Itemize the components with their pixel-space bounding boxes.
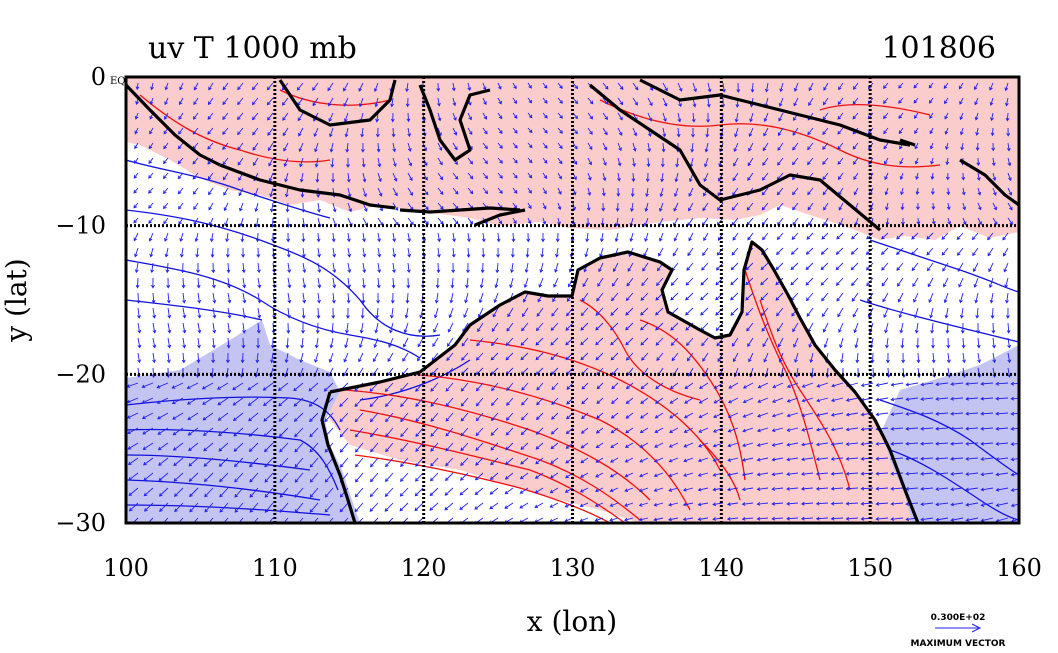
coast-sumatra — [126, 83, 221, 167]
y-axis-label: y (lat) — [0, 258, 33, 342]
vector-legend: 0.300E+02 MAXIMUM VECTOR — [910, 613, 1005, 649]
y-tick-labels: 0 −10 −20 −30 — [55, 63, 106, 537]
cool-region-east — [882, 345, 1019, 523]
coast-new-guinea-north — [639, 78, 911, 147]
x-tick-label: 100 — [103, 554, 149, 582]
vector-legend-value: 0.300E+02 — [931, 613, 986, 623]
coast-new-guinea — [588, 83, 882, 232]
y-tick-suffix: EQ — [110, 76, 126, 87]
x-tick-label: 110 — [252, 554, 298, 582]
x-tick-label: 140 — [698, 554, 744, 582]
chart-title: uv T 1000 mb — [148, 31, 357, 66]
x-tick-label: 120 — [401, 554, 447, 582]
coastlines — [126, 78, 1019, 523]
coast-sulawesi — [418, 84, 491, 162]
vector-legend-label: MAXIMUM VECTOR — [910, 639, 1005, 649]
plot-frame — [124, 75, 1021, 525]
coast-islands-small — [899, 138, 916, 147]
x-tick-label: 150 — [847, 554, 893, 582]
x-axis-label: x (lon) — [527, 605, 617, 638]
vector-legend-arrowhead — [971, 623, 982, 633]
coast-australia — [329, 240, 920, 523]
gridlines — [126, 77, 1019, 523]
wind-vector-arrows — [126, 82, 1019, 523]
coast-lesser-sunda — [399, 206, 521, 214]
wind-vectors — [126, 82, 1019, 523]
y-tick-label: −10 — [55, 212, 106, 240]
y-tick-label: −30 — [55, 509, 106, 537]
chart-date: 101806 — [881, 31, 996, 66]
y-tick-label: 0 — [91, 63, 106, 91]
y-tick-label: −20 — [55, 360, 106, 388]
coast-timor — [474, 208, 526, 227]
coast-australia-west — [320, 391, 357, 523]
x-tick-label: 160 — [996, 554, 1042, 582]
coast-java — [219, 163, 396, 210]
coast-borneo — [278, 79, 397, 127]
coast-islands-east — [959, 158, 1019, 207]
x-tick-labels: 100 110 120 130 140 150 160 — [103, 554, 1042, 582]
x-tick-label: 130 — [550, 554, 596, 582]
